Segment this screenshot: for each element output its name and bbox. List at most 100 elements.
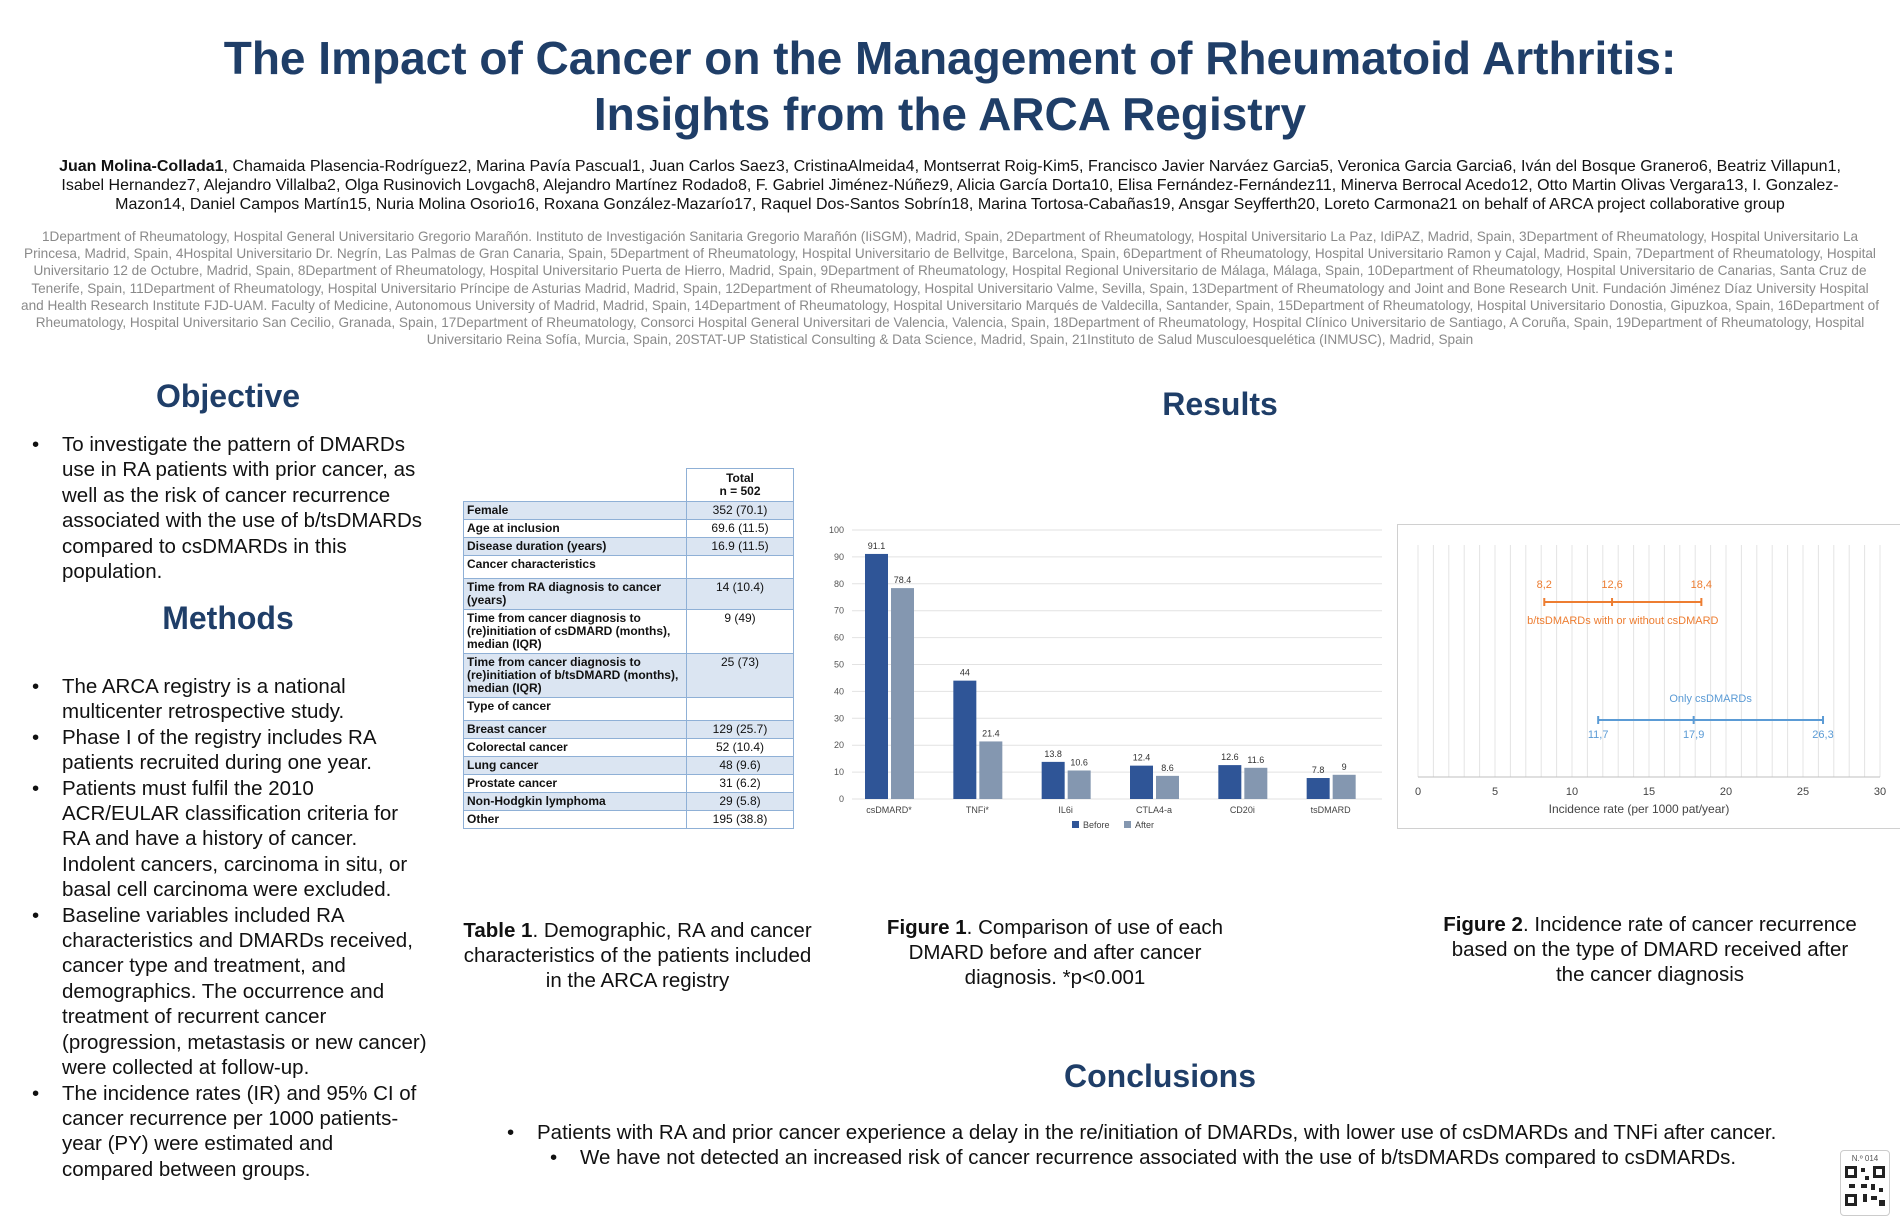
- x-tick-label: 5: [1492, 786, 1498, 798]
- table-row: Time from cancer diagnosis to (re)initia…: [463, 653, 794, 698]
- table-1: Total n = 502 Female 352 (70.1) Age at in…: [463, 468, 794, 829]
- objective-list: To investigate the pattern of DMARDs use…: [30, 432, 430, 584]
- x-tick-label: 20: [1720, 786, 1732, 798]
- table-row: Time from RA diagnosis to cancer (years)…: [463, 578, 794, 610]
- x-tick-label: IL6i: [1058, 805, 1073, 815]
- objective-heading: Objective: [155, 378, 301, 414]
- x-tick-label: 25: [1797, 786, 1809, 798]
- methods-heading: Methods: [162, 600, 294, 636]
- legend-swatch: [1124, 821, 1131, 828]
- bar: [1130, 765, 1153, 799]
- bar: [1041, 761, 1065, 799]
- table-row: Time from cancer diagnosis to (re)initia…: [463, 609, 794, 654]
- value-label: 26,3: [1812, 729, 1833, 741]
- legend-label: After: [1135, 820, 1154, 830]
- data-label: 12.4: [1133, 753, 1151, 763]
- x-axis-label: Incidence rate (per 1000 pat/year): [1549, 802, 1730, 816]
- y-tick-label: 80: [834, 579, 844, 589]
- poster-title: The Impact of Cancer on the Management o…: [0, 30, 1900, 142]
- x-tick-label: 10: [1566, 786, 1578, 798]
- x-tick-label: 15: [1643, 786, 1655, 798]
- table-row: Colorectal cancer 52 (10.4): [463, 738, 794, 757]
- conclusions-list: Patients with RA and prior cancer experi…: [505, 1120, 1835, 1171]
- affiliations: 1Department of Rheumatology, Hospital Ge…: [21, 229, 1879, 348]
- bar: [1156, 775, 1179, 799]
- figure-1-bar-chart: 0 10 20 30 40 50 60 70 80 90 100 91.1 78.4 csDMARD* 44…: [829, 525, 1382, 830]
- x-tick-label: tsDMARD: [1311, 805, 1351, 815]
- legend-label: Before: [1083, 820, 1110, 830]
- table-1-caption: Table 1. Demographic, RA and cancer char…: [463, 919, 812, 992]
- x-tick-label: csDMARD*: [866, 805, 912, 815]
- table-row: Breast cancer 129 (25.7): [463, 720, 794, 739]
- bar: [865, 553, 888, 799]
- data-label: 21.4: [982, 728, 1000, 738]
- data-label: 91.1: [868, 541, 886, 551]
- x-tick-label: 30: [1874, 786, 1886, 798]
- poster-number: N.º 014: [1851, 1154, 1879, 1163]
- methods-item: Patients must fulfil the 2010 ACR/EULAR …: [30, 776, 430, 903]
- figure-2-interval-chart: 0 5 10 15 20 25 30 Incidence rate (per 1000 pat…: [1415, 545, 1886, 816]
- bar: [953, 680, 977, 799]
- bar: [1306, 778, 1330, 799]
- data-label: 10.6: [1070, 757, 1088, 767]
- results-heading: Results: [1162, 386, 1278, 422]
- data-label: 8.6: [1161, 763, 1174, 773]
- table-row: Lung cancer 48 (9.6): [463, 756, 794, 775]
- conclusions-heading: Conclusions: [1063, 1058, 1256, 1094]
- conclusion-item: We have not detected an increased risk o…: [548, 1145, 1835, 1171]
- figure-2-frame: 0 5 10 15 20 25 30 Incidence rate (per 1000 pat…: [1397, 524, 1900, 829]
- value-label: 11,7: [1588, 729, 1609, 741]
- lead-author: Juan Molina-Collada1: [59, 158, 224, 175]
- data-label: 9: [1342, 762, 1347, 772]
- data-label: 13.8: [1044, 749, 1062, 759]
- table-row: Non-Hodgkin lymphoma 29 (5.8): [463, 792, 794, 811]
- x-tick-label: CD20i: [1230, 805, 1255, 815]
- bar: [891, 588, 914, 799]
- table-row: Prostate cancer 31 (6.2): [463, 774, 794, 793]
- y-tick-label: 70: [834, 606, 844, 616]
- y-tick-label: 40: [834, 686, 844, 696]
- figure-1-caption: Figure 1. Comparison of use of each DMAR…: [886, 916, 1224, 989]
- bar: [1067, 770, 1091, 799]
- table-header-row: Total n = 502: [463, 468, 794, 502]
- conclusion-item: Patients with RA and prior cancer experi…: [505, 1120, 1835, 1146]
- author-list: Juan Molina-Collada1, Chamaida Plasencia…: [40, 157, 1860, 214]
- series-label: b/tsDMARDs with or without csDMARD: [1527, 615, 1718, 627]
- series-label: Only csDMARDs: [1669, 693, 1752, 705]
- data-label: 78.4: [894, 575, 912, 585]
- y-tick-label: 10: [834, 767, 844, 777]
- table-header-total: Total n = 502: [686, 468, 794, 502]
- value-label: 18,4: [1691, 579, 1712, 591]
- bar: [1218, 765, 1242, 799]
- methods-item: The incidence rates (IR) and 95% CI of c…: [30, 1081, 430, 1183]
- value-label: 12,6: [1601, 579, 1622, 591]
- table-row: Disease duration (years) 16.9 (11.5): [463, 537, 794, 556]
- qr-badge: N.º 014: [1840, 1150, 1890, 1216]
- title-line-2: Insights from the ARCA Registry: [593, 88, 1307, 140]
- methods-item: The ARCA registry is a national multicen…: [30, 674, 430, 725]
- data-label: 11.6: [1247, 755, 1264, 765]
- objective-item: To investigate the pattern of DMARDs use…: [30, 432, 430, 584]
- title-line-1: The Impact of Cancer on the Management o…: [223, 32, 1677, 84]
- value-label: 8,2: [1537, 579, 1552, 591]
- bar: [1332, 774, 1356, 799]
- methods-list: The ARCA registry is a national multicen…: [30, 674, 430, 1182]
- data-label: 7.8: [1312, 765, 1325, 775]
- bar: [1244, 767, 1268, 799]
- table-row: Type of cancer: [463, 697, 794, 721]
- bar: [979, 741, 1003, 799]
- y-tick-label: 0: [839, 794, 844, 804]
- y-tick-label: 30: [834, 713, 844, 723]
- figure-2-caption: Figure 2. Incidence rate of cancer recur…: [1443, 913, 1857, 986]
- table-row: Female 352 (70.1): [463, 501, 794, 520]
- y-tick-label: 50: [834, 660, 844, 670]
- legend-swatch: [1072, 821, 1079, 828]
- qr-code-icon: [1845, 1166, 1885, 1206]
- x-tick-label: CTLA4-a: [1136, 805, 1172, 815]
- table-row: Age at inclusion 69.6 (11.5): [463, 519, 794, 538]
- methods-item: Phase I of the registry includes RA pati…: [30, 725, 430, 776]
- y-tick-label: 90: [834, 552, 844, 562]
- y-tick-label: 20: [834, 740, 844, 750]
- x-tick-label: TNFi*: [966, 805, 989, 815]
- table-row: Other 195 (38.8): [463, 810, 794, 829]
